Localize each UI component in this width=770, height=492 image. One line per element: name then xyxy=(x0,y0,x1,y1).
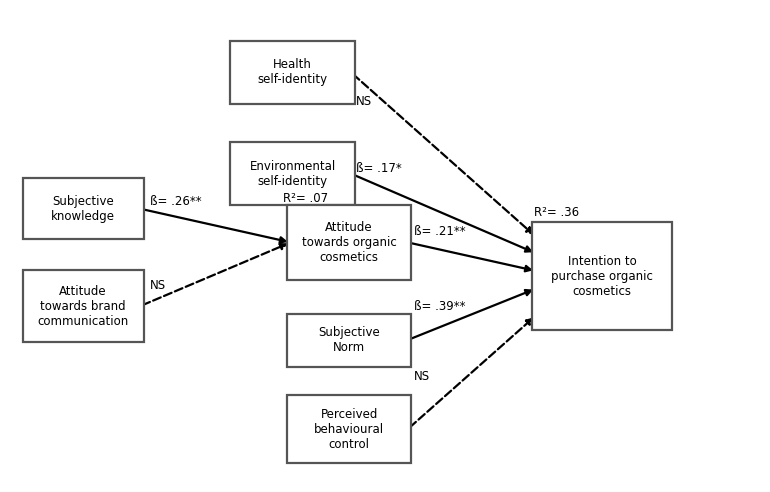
Text: Subjective
Norm: Subjective Norm xyxy=(318,326,380,354)
Text: ß= .21**: ß= .21** xyxy=(413,225,465,238)
Text: NS: NS xyxy=(357,95,373,108)
FancyBboxPatch shape xyxy=(230,142,355,205)
Text: ß= .26**: ß= .26** xyxy=(149,195,201,208)
FancyBboxPatch shape xyxy=(532,222,671,331)
Text: Attitude
towards organic
cosmetics: Attitude towards organic cosmetics xyxy=(302,221,397,264)
Text: Health
self-identity: Health self-identity xyxy=(257,59,327,87)
Text: ß= .39**: ß= .39** xyxy=(413,300,465,313)
Text: Perceived
behavioural
control: Perceived behavioural control xyxy=(314,408,384,451)
Text: ß= .17*: ß= .17* xyxy=(357,162,402,175)
Text: Environmental
self-identity: Environmental self-identity xyxy=(249,160,336,187)
Text: NS: NS xyxy=(149,279,166,292)
Text: R²= .36: R²= .36 xyxy=(534,206,579,219)
FancyBboxPatch shape xyxy=(230,41,355,104)
FancyBboxPatch shape xyxy=(287,313,411,367)
FancyBboxPatch shape xyxy=(23,179,143,239)
Text: NS: NS xyxy=(413,369,430,383)
FancyBboxPatch shape xyxy=(287,396,411,463)
Text: Attitude
towards brand
communication: Attitude towards brand communication xyxy=(38,285,129,328)
Text: R²= .07: R²= .07 xyxy=(283,192,328,205)
Text: Subjective
knowledge: Subjective knowledge xyxy=(51,195,116,223)
Text: Intention to
purchase organic
cosmetics: Intention to purchase organic cosmetics xyxy=(551,255,653,298)
FancyBboxPatch shape xyxy=(287,205,411,280)
FancyBboxPatch shape xyxy=(23,270,143,342)
